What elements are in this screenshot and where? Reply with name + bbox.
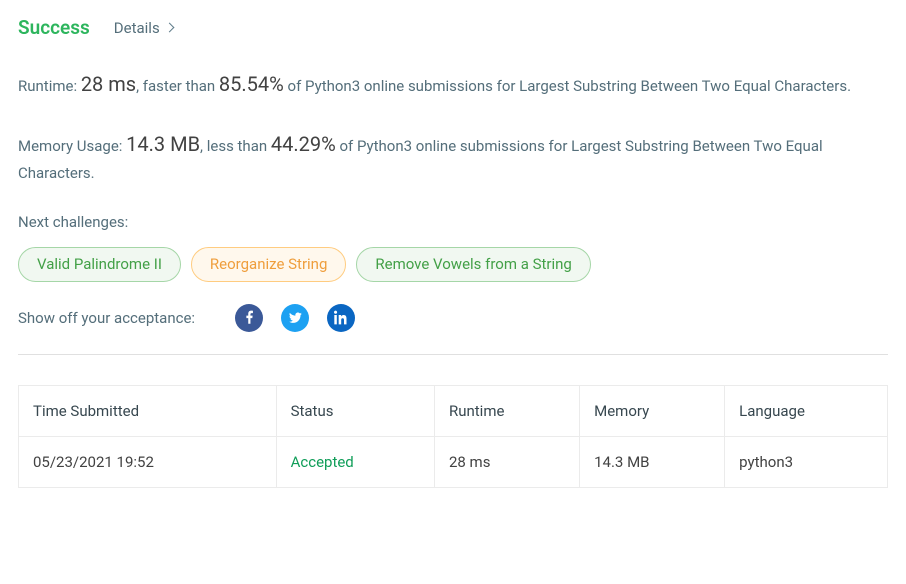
chevron-right-icon: [164, 23, 174, 33]
runtime-suffix: of Python3 online submissions for Larges…: [284, 77, 851, 95]
linkedin-icon[interactable]: [327, 304, 355, 332]
memory-percent: 44.29%: [271, 132, 336, 156]
col-language: Language: [725, 385, 888, 436]
memory-value: 14.3 MB: [126, 132, 200, 156]
submissions-table: Time Submitted Status Runtime Memory Lan…: [18, 385, 888, 488]
memory-prefix: Memory Usage:: [18, 137, 126, 155]
challenge-chips: Valid Palindrome II Reorganize String Re…: [18, 247, 888, 282]
cell-status-link[interactable]: Accepted: [291, 453, 354, 471]
status-success: Success: [18, 16, 90, 39]
facebook-icon[interactable]: [235, 304, 263, 332]
twitter-icon[interactable]: [281, 304, 309, 332]
table-row: 05/23/2021 19:52 Accepted 28 ms 14.3 MB …: [19, 436, 888, 487]
col-runtime: Runtime: [434, 385, 579, 436]
challenge-chip[interactable]: Valid Palindrome II: [18, 247, 181, 282]
runtime-prefix: Runtime:: [18, 77, 81, 95]
cell-memory: 14.3 MB: [580, 436, 725, 487]
table-header-row: Time Submitted Status Runtime Memory Lan…: [19, 385, 888, 436]
col-memory: Memory: [580, 385, 725, 436]
challenge-chip[interactable]: Remove Vowels from a String: [356, 247, 590, 282]
next-challenges-label: Next challenges:: [18, 213, 888, 231]
runtime-stats: Runtime: 28 ms, faster than 85.54% of Py…: [18, 67, 888, 101]
details-label: Details: [114, 19, 160, 37]
share-row: Show off your acceptance:: [18, 304, 888, 332]
challenge-chip[interactable]: Reorganize String: [191, 247, 346, 282]
result-header: Success Details: [18, 16, 888, 39]
col-time: Time Submitted: [19, 385, 277, 436]
details-link[interactable]: Details: [114, 19, 173, 37]
runtime-mid: , faster than: [136, 77, 219, 95]
divider: [18, 354, 888, 355]
share-label: Show off your acceptance:: [18, 309, 195, 327]
runtime-value: 28 ms: [81, 72, 136, 96]
cell-runtime: 28 ms: [434, 436, 579, 487]
cell-time: 05/23/2021 19:52: [19, 436, 277, 487]
col-status: Status: [276, 385, 434, 436]
runtime-percent: 85.54%: [219, 72, 284, 96]
cell-language: python3: [725, 436, 888, 487]
share-icons: [235, 304, 355, 332]
memory-mid: , less than: [200, 137, 271, 155]
memory-stats: Memory Usage: 14.3 MB, less than 44.29% …: [18, 127, 888, 187]
